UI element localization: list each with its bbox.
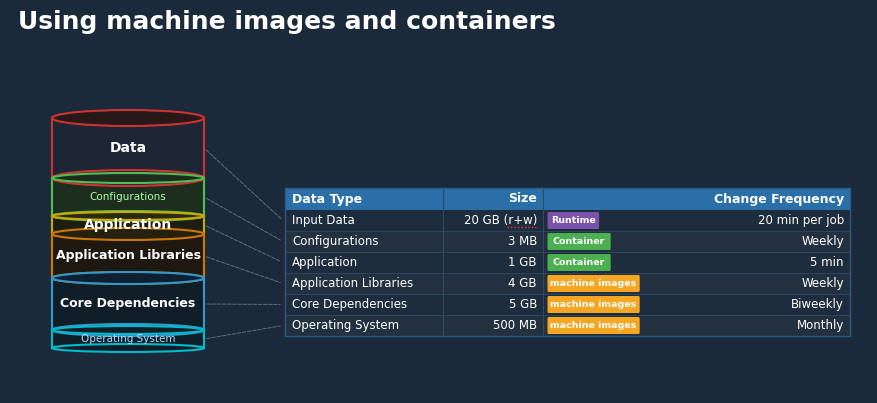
Text: Application: Application (292, 256, 358, 269)
Ellipse shape (52, 212, 204, 220)
FancyBboxPatch shape (547, 296, 639, 313)
Text: 3 MB: 3 MB (508, 235, 537, 248)
Bar (52, 178, 204, 216)
Text: Weekly: Weekly (802, 235, 844, 248)
Text: Application: Application (84, 218, 172, 232)
Bar (285, 231, 850, 252)
Ellipse shape (52, 272, 204, 284)
FancyBboxPatch shape (547, 275, 639, 292)
Text: Data: Data (110, 141, 146, 155)
Bar (52, 234, 204, 278)
Text: machine images: machine images (551, 321, 637, 330)
Ellipse shape (52, 324, 204, 336)
Text: 500 MB: 500 MB (493, 319, 537, 332)
Bar (285, 188, 850, 336)
Text: Operating System: Operating System (81, 334, 175, 344)
Text: 20 min per job: 20 min per job (758, 214, 844, 227)
Bar (285, 210, 850, 231)
Ellipse shape (52, 272, 204, 284)
Text: machine images: machine images (551, 279, 637, 288)
Bar (285, 273, 850, 294)
Text: Size: Size (508, 193, 537, 206)
Text: Change Frequency: Change Frequency (714, 193, 844, 206)
FancyBboxPatch shape (547, 212, 599, 229)
Bar (52, 330, 204, 348)
Text: 5 GB: 5 GB (509, 298, 537, 311)
Text: 4 GB: 4 GB (509, 277, 537, 290)
Text: Input Data: Input Data (292, 214, 355, 227)
Text: Biweekly: Biweekly (791, 298, 844, 311)
Bar (285, 252, 850, 273)
Text: 1 GB: 1 GB (509, 256, 537, 269)
Bar (52, 216, 204, 234)
Text: Container: Container (553, 237, 605, 246)
Bar (52, 278, 204, 330)
Ellipse shape (52, 344, 204, 352)
Bar (285, 315, 850, 336)
Bar (285, 294, 850, 315)
FancyBboxPatch shape (547, 317, 639, 334)
Ellipse shape (52, 211, 204, 221)
Text: Container: Container (553, 258, 605, 267)
Ellipse shape (52, 170, 204, 186)
Text: Core Dependencies: Core Dependencies (292, 298, 407, 311)
Text: 5 min: 5 min (810, 256, 844, 269)
Text: Using machine images and containers: Using machine images and containers (18, 10, 556, 34)
Ellipse shape (52, 230, 204, 238)
Text: Application Libraries: Application Libraries (55, 249, 201, 262)
Text: Monthly: Monthly (796, 319, 844, 332)
Bar (52, 118, 204, 178)
Ellipse shape (52, 173, 204, 183)
Text: Runtime: Runtime (551, 216, 595, 225)
Bar (285, 188, 850, 210)
Text: 20 GB (r+w): 20 GB (r+w) (464, 214, 537, 227)
Ellipse shape (52, 228, 204, 240)
FancyBboxPatch shape (547, 254, 610, 271)
FancyBboxPatch shape (547, 233, 610, 250)
Text: Core Dependencies: Core Dependencies (61, 297, 196, 310)
Text: Operating System: Operating System (292, 319, 399, 332)
Ellipse shape (52, 110, 204, 126)
Ellipse shape (52, 326, 204, 334)
Text: Weekly: Weekly (802, 277, 844, 290)
Text: machine images: machine images (551, 300, 637, 309)
Text: Configurations: Configurations (292, 235, 379, 248)
Text: Application Libraries: Application Libraries (292, 277, 413, 290)
Text: Data Type: Data Type (292, 193, 362, 206)
Text: Configurations: Configurations (89, 192, 167, 202)
